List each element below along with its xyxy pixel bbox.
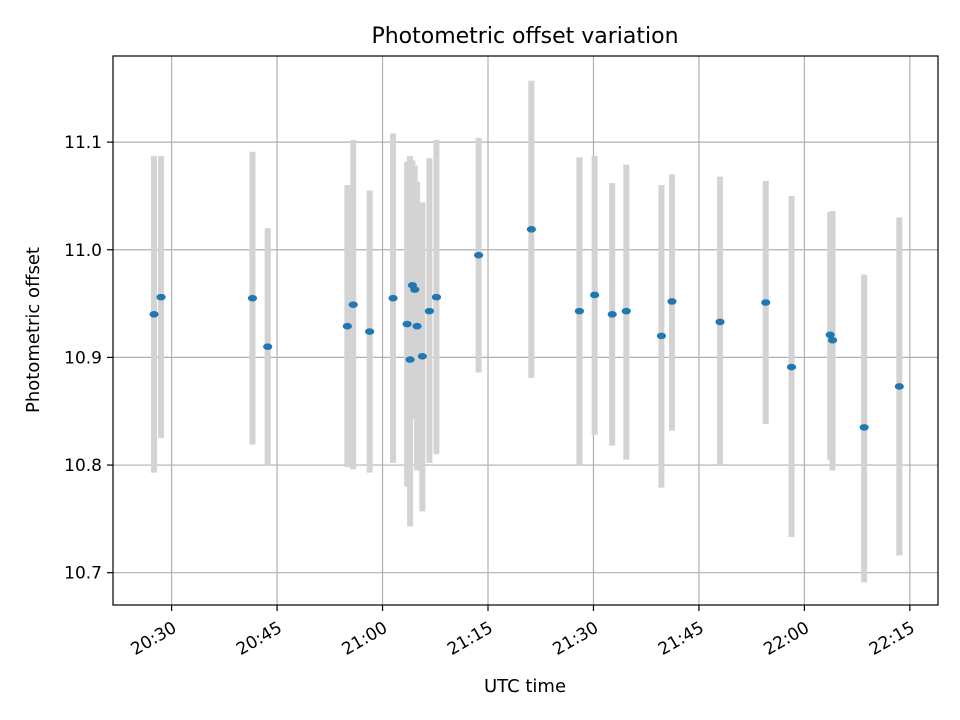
data-points xyxy=(149,226,904,431)
data-point xyxy=(149,311,159,318)
data-point xyxy=(342,322,352,330)
data-point xyxy=(590,291,600,299)
y-axis-ticks: 10.7 10.8 10.9 11.0 11.1 xyxy=(64,133,113,584)
data-point xyxy=(715,318,725,326)
data-point xyxy=(405,356,415,363)
data-point xyxy=(263,343,273,350)
y-tick-label: 11.0 xyxy=(64,241,102,261)
data-point xyxy=(621,307,631,315)
data-point xyxy=(365,328,375,335)
plot-frame xyxy=(112,55,939,606)
data-point xyxy=(417,353,427,360)
y-tick-label: 10.8 xyxy=(64,456,102,476)
x-axis-label: UTC time xyxy=(484,676,566,697)
data-point xyxy=(388,294,398,302)
data-point xyxy=(348,301,358,308)
data-point xyxy=(410,286,420,293)
grid-lines xyxy=(113,56,938,605)
data-point xyxy=(825,331,835,339)
data-point xyxy=(827,336,838,344)
chart-title: Photometric offset variation xyxy=(371,24,678,49)
data-point xyxy=(761,299,771,306)
data-point xyxy=(894,383,904,390)
data-point xyxy=(574,307,585,315)
data-point xyxy=(412,322,422,330)
y-tick-label: 11.1 xyxy=(64,133,102,153)
data-point xyxy=(156,293,166,301)
data-point xyxy=(247,294,258,302)
data-point xyxy=(431,293,442,301)
data-point xyxy=(786,363,797,371)
data-point xyxy=(402,320,412,328)
y-tick-label: 10.7 xyxy=(64,564,102,584)
data-point xyxy=(667,298,677,305)
y-tick-label: 10.9 xyxy=(64,348,102,368)
y-axis-label: Photometric offset xyxy=(23,247,44,413)
data-point xyxy=(526,226,536,233)
data-point xyxy=(474,251,484,259)
data-point xyxy=(424,307,435,315)
data-point xyxy=(859,424,869,431)
data-point xyxy=(607,311,617,318)
data-point xyxy=(656,332,667,340)
